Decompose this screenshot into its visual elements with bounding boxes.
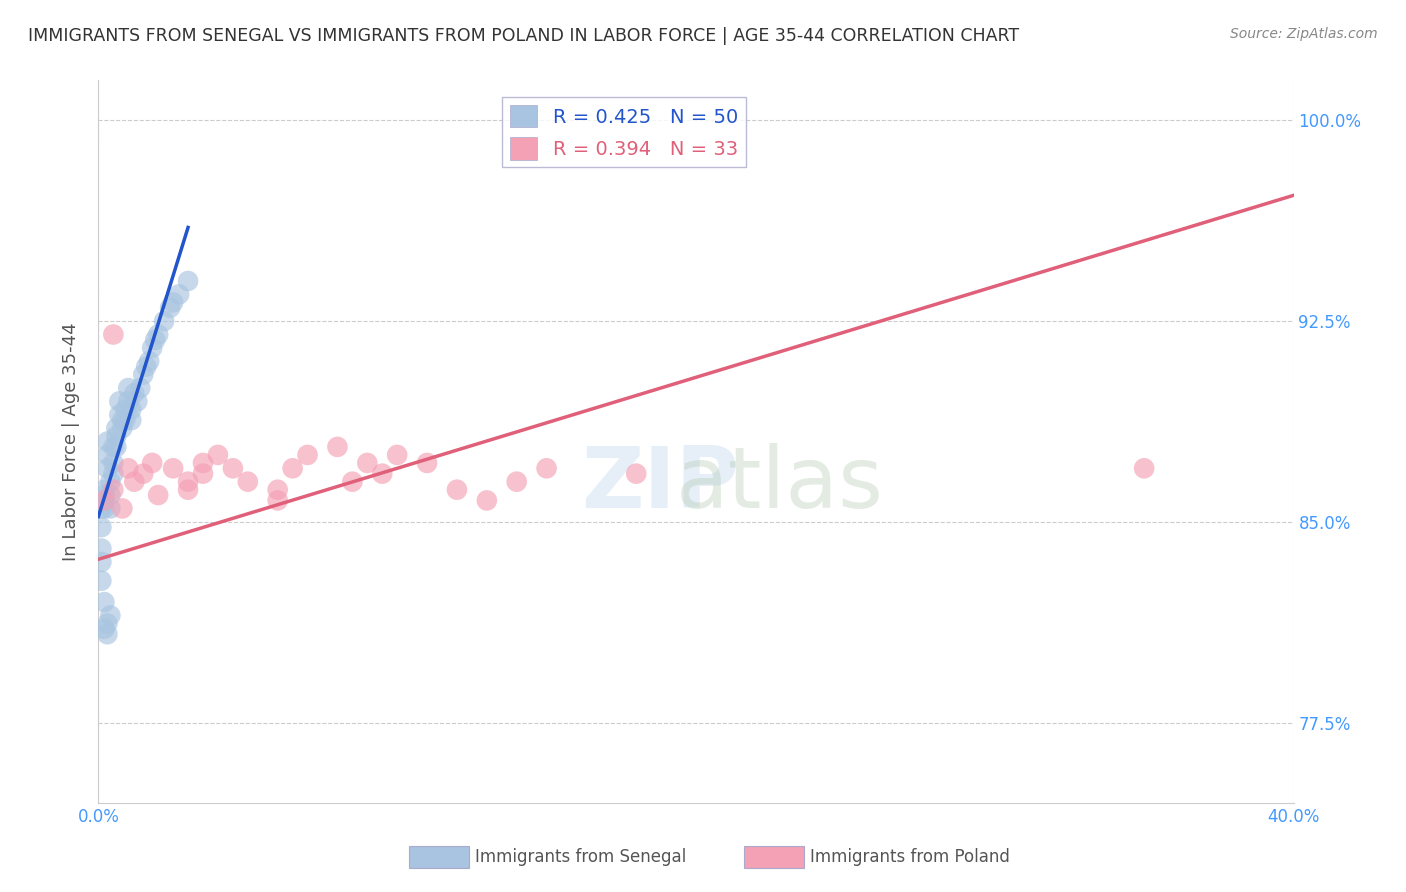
Point	[96, 616, 118, 631]
Point	[222, 461, 245, 475]
Point	[416, 456, 439, 470]
Point	[120, 413, 142, 427]
Text: IMMIGRANTS FROM SENEGAL VS IMMIGRANTS FROM POLAND IN LABOR FORCE | AGE 35-44 COR: IMMIGRANTS FROM SENEGAL VS IMMIGRANTS FR…	[28, 27, 1019, 45]
Point	[98, 475, 122, 489]
Point	[159, 301, 181, 315]
Point	[148, 327, 170, 342]
Point	[356, 456, 378, 470]
Point	[267, 493, 290, 508]
Point	[342, 475, 364, 489]
Point	[167, 287, 190, 301]
Point	[385, 448, 409, 462]
Point	[153, 314, 176, 328]
Point	[191, 456, 214, 470]
Point	[93, 622, 115, 636]
Point	[143, 333, 166, 347]
Point	[536, 461, 558, 475]
Point	[162, 295, 184, 310]
Point	[105, 429, 128, 443]
Point	[148, 488, 170, 502]
Point	[96, 627, 118, 641]
Point	[114, 413, 136, 427]
Point	[93, 483, 115, 497]
Point	[132, 467, 155, 481]
FancyBboxPatch shape	[744, 847, 804, 868]
Point	[90, 520, 112, 534]
Point	[207, 448, 229, 462]
Point	[446, 483, 468, 497]
Point	[177, 274, 200, 288]
Point	[93, 493, 115, 508]
Point	[506, 475, 529, 489]
Point	[90, 555, 112, 569]
Point	[103, 483, 125, 497]
Point	[191, 467, 214, 481]
Point	[117, 394, 139, 409]
Point	[267, 483, 290, 497]
Point	[90, 501, 112, 516]
Point	[162, 461, 184, 475]
Point	[103, 327, 125, 342]
Point	[103, 467, 125, 481]
Point	[141, 456, 163, 470]
Point	[103, 456, 125, 470]
Point	[90, 574, 112, 588]
FancyBboxPatch shape	[409, 847, 470, 868]
Point	[111, 501, 134, 516]
Y-axis label: In Labor Force | Age 35-44: In Labor Force | Age 35-44	[62, 322, 80, 561]
Point	[326, 440, 349, 454]
Point	[93, 595, 115, 609]
Point	[129, 381, 152, 395]
Point	[1133, 461, 1156, 475]
Text: Source: ZipAtlas.com: Source: ZipAtlas.com	[1230, 27, 1378, 41]
Point	[96, 434, 118, 449]
Point	[96, 461, 118, 475]
Point	[124, 386, 146, 401]
Point	[135, 359, 157, 374]
Point	[93, 493, 115, 508]
Point	[177, 483, 200, 497]
Point	[93, 501, 115, 516]
Point	[626, 467, 648, 481]
Point	[120, 402, 142, 417]
Point	[98, 608, 122, 623]
Point	[111, 413, 134, 427]
Point	[96, 448, 118, 462]
Point	[98, 501, 122, 516]
Point	[475, 493, 498, 508]
Point	[117, 381, 139, 395]
Point	[105, 421, 128, 435]
Point	[281, 461, 304, 475]
Point	[117, 461, 139, 475]
Text: Immigrants from Senegal: Immigrants from Senegal	[475, 848, 686, 866]
Point	[108, 394, 131, 409]
Point	[90, 541, 112, 556]
Point	[127, 394, 149, 409]
Point	[124, 475, 146, 489]
Point	[111, 421, 134, 435]
Text: ZIP: ZIP	[581, 443, 740, 526]
Point	[132, 368, 155, 382]
Point	[177, 475, 200, 489]
Point	[297, 448, 319, 462]
Point	[236, 475, 259, 489]
Text: Immigrants from Poland: Immigrants from Poland	[810, 848, 1010, 866]
Text: atlas: atlas	[676, 443, 883, 526]
Point	[93, 488, 115, 502]
Point	[138, 354, 160, 368]
Point	[98, 488, 122, 502]
Point	[371, 467, 394, 481]
Point	[108, 408, 131, 422]
Point	[103, 440, 125, 454]
Point	[141, 341, 163, 355]
Point	[105, 440, 128, 454]
Legend: R = 0.425   N = 50, R = 0.394   N = 33: R = 0.425 N = 50, R = 0.394 N = 33	[502, 97, 747, 168]
Point	[114, 402, 136, 417]
